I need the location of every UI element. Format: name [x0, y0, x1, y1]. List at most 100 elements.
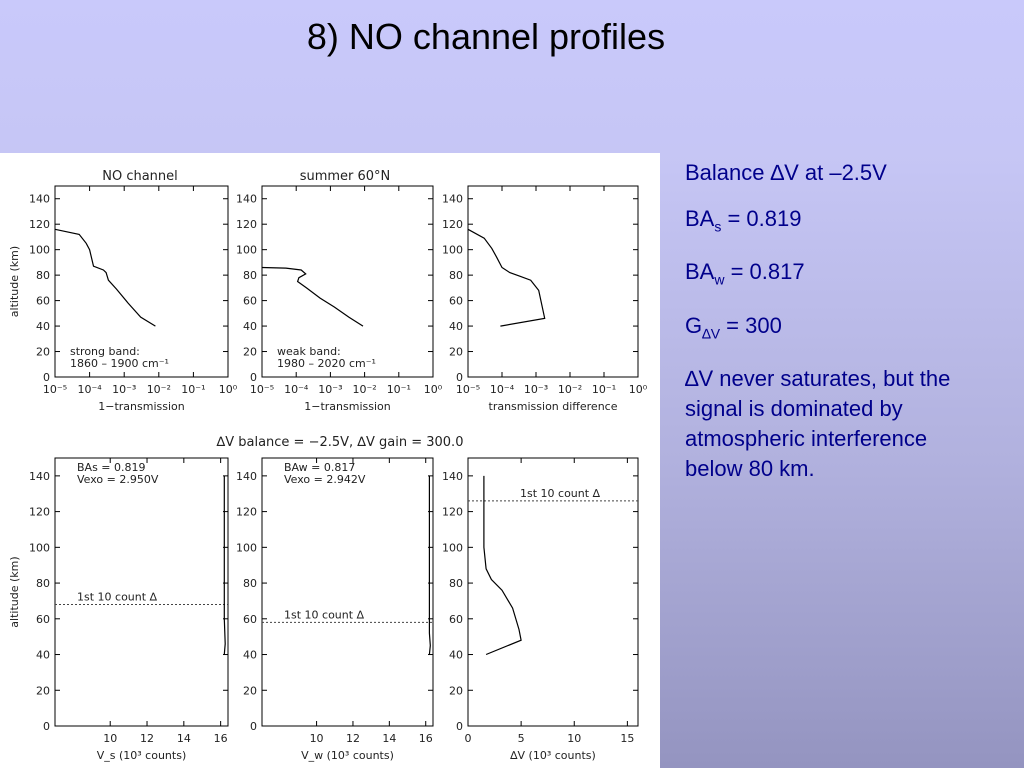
y-tick-label: 120: [29, 506, 50, 519]
x-axis-label: ∆V (10³ counts): [509, 749, 596, 762]
note-bas-sub: s: [714, 218, 722, 235]
profile-line: [54, 228, 156, 327]
x-tick-label: 10: [103, 732, 117, 745]
note-saturation-line-3: atmospheric interference: [685, 426, 928, 452]
x-tick-label: 10⁻¹: [181, 383, 205, 396]
profile-line: [467, 228, 546, 327]
y-tick-label: 40: [243, 320, 257, 333]
note-balance-suffix: V at –2.5V: [784, 160, 887, 185]
x-tick-label: 10⁻⁵: [456, 383, 480, 396]
note-bas-value: = 0.819: [721, 206, 802, 231]
plot-frame: [467, 457, 639, 727]
y-tick-label: 0: [250, 720, 257, 733]
delta-symbol: ∆: [685, 366, 699, 392]
x-tick-label: 10⁻⁵: [250, 383, 274, 396]
note-saturation-line-2: signal is dominated by: [685, 396, 903, 422]
chart-3: 0 20 40 60 80 100 120 140 10⁻⁵ 10⁻⁴ 10⁻³ 10⁻² 10⁻¹ 10…: [442, 185, 648, 413]
y-tick-label: 0: [456, 371, 463, 384]
y-tick-label: 100: [236, 541, 257, 554]
y-tick-label: 140: [29, 193, 50, 206]
plot-frame: [467, 185, 639, 378]
plot-frame: [261, 457, 434, 727]
y-tick-label: 100: [236, 244, 257, 257]
y-axis-label: altitude (km): [8, 556, 21, 627]
y-tick-label: 140: [236, 193, 257, 206]
x-tick-label: 10: [567, 732, 581, 745]
chart-1: 0 20 40 60 80 100 120 140 10⁻⁵ 10⁻⁴ 10⁻³ 10⁻² 10⁻¹ 10…: [8, 185, 238, 413]
y-tick-label: 60: [243, 613, 257, 626]
plot-frame: [54, 185, 229, 378]
y-tick-label: 140: [442, 193, 463, 206]
note-gain-prefix: G: [685, 312, 703, 338]
note-bas-prefix: BA: [685, 206, 715, 231]
y-tick-label: 20: [36, 346, 50, 359]
voltage-label: Vexo = 2.942V: [284, 473, 366, 486]
x-tick-label: 12: [140, 732, 154, 745]
x-tick-label: 5: [518, 732, 525, 745]
y-tick-label: 80: [243, 269, 257, 282]
y-tick-label: 80: [243, 577, 257, 590]
y-tick-label: 0: [250, 371, 257, 384]
y-tick-label: 20: [243, 684, 257, 697]
y-tick-label: 0: [43, 720, 50, 733]
x-tick-label: 12: [346, 732, 360, 745]
x-tick-label: 10⁻³: [112, 383, 136, 396]
y-tick-label: 20: [449, 684, 463, 697]
profile-line: [483, 475, 522, 656]
profile-line: [223, 475, 226, 655]
note-saturation-line-4: below 80 km.: [685, 456, 815, 482]
profile-line: [261, 266, 364, 327]
y-tick-label: 60: [449, 613, 463, 626]
y-tick-label: 0: [456, 720, 463, 733]
x-tick-label: 10⁰: [424, 383, 443, 396]
y-tick-label: 0: [43, 371, 50, 384]
reference-label: 1st 10 count ∆: [77, 591, 158, 604]
y-tick-label: 80: [449, 269, 463, 282]
y-tick-label: 40: [243, 649, 257, 662]
y-tick-label: 80: [36, 269, 50, 282]
note-baw-sub: w: [714, 271, 725, 288]
y-tick-label: 140: [29, 470, 50, 483]
y-tick-label: 20: [36, 684, 50, 697]
x-axis-label: 1−transmission: [98, 400, 185, 413]
y-tick-label: 120: [442, 218, 463, 231]
x-tick-label: 10⁻⁴: [77, 383, 102, 396]
x-tick-label: 14: [382, 732, 396, 745]
x-tick-label: 10: [310, 732, 324, 745]
y-tick-label: 140: [236, 470, 257, 483]
y-tick-label: 100: [29, 541, 50, 554]
x-tick-label: 15: [620, 732, 634, 745]
y-tick-label: 40: [36, 649, 50, 662]
y-tick-label: 120: [236, 218, 257, 231]
chart-5: 0 20 40 60 80 100 120 140 10 12 14 16 V_w (10³ count…: [236, 457, 434, 762]
voltage-label: BAs = 0.819: [77, 461, 146, 474]
note-balance-prefix: Balance: [685, 160, 771, 185]
x-tick-label: 0: [465, 732, 472, 745]
note-gain-value: = 300: [720, 312, 782, 338]
x-tick-label: 10⁻¹: [387, 383, 411, 396]
band-annotation: weak band:: [277, 345, 341, 358]
band-annotation: 1980 – 2020 cm⁻¹: [277, 357, 376, 370]
x-tick-label: 10⁻³: [524, 383, 548, 396]
chart-2: 0 20 40 60 80 100 120 140 10⁻⁵ 10⁻⁴ 10⁻³ 10⁻² 10⁻¹ 10…: [236, 185, 443, 413]
y-tick-label: 80: [36, 577, 50, 590]
note-balance: Balance ∆V at –2.5V: [685, 158, 1005, 188]
x-axis-label: 1−transmission: [304, 400, 391, 413]
y-tick-label: 100: [442, 244, 463, 257]
note-baw-prefix: BA: [685, 259, 715, 285]
voltage-label: Vexo = 2.950V: [77, 473, 159, 486]
y-tick-label: 80: [449, 577, 463, 590]
y-tick-label: 100: [29, 244, 50, 257]
x-tick-label: 10⁻²: [352, 383, 376, 396]
x-axis-label: transmission difference: [489, 400, 618, 413]
y-tick-label: 20: [449, 346, 463, 359]
y-tick-label: 120: [442, 506, 463, 519]
x-tick-label: 10⁰: [629, 383, 648, 396]
note-baw-value: = 0.817: [724, 259, 805, 285]
x-tick-label: 10⁻³: [318, 383, 342, 396]
note-bas: BAs = 0.819: [685, 204, 1005, 241]
y-tick-label: 40: [449, 649, 463, 662]
voltage-label: BAw = 0.817: [284, 461, 355, 474]
plot-frame: [261, 185, 434, 378]
